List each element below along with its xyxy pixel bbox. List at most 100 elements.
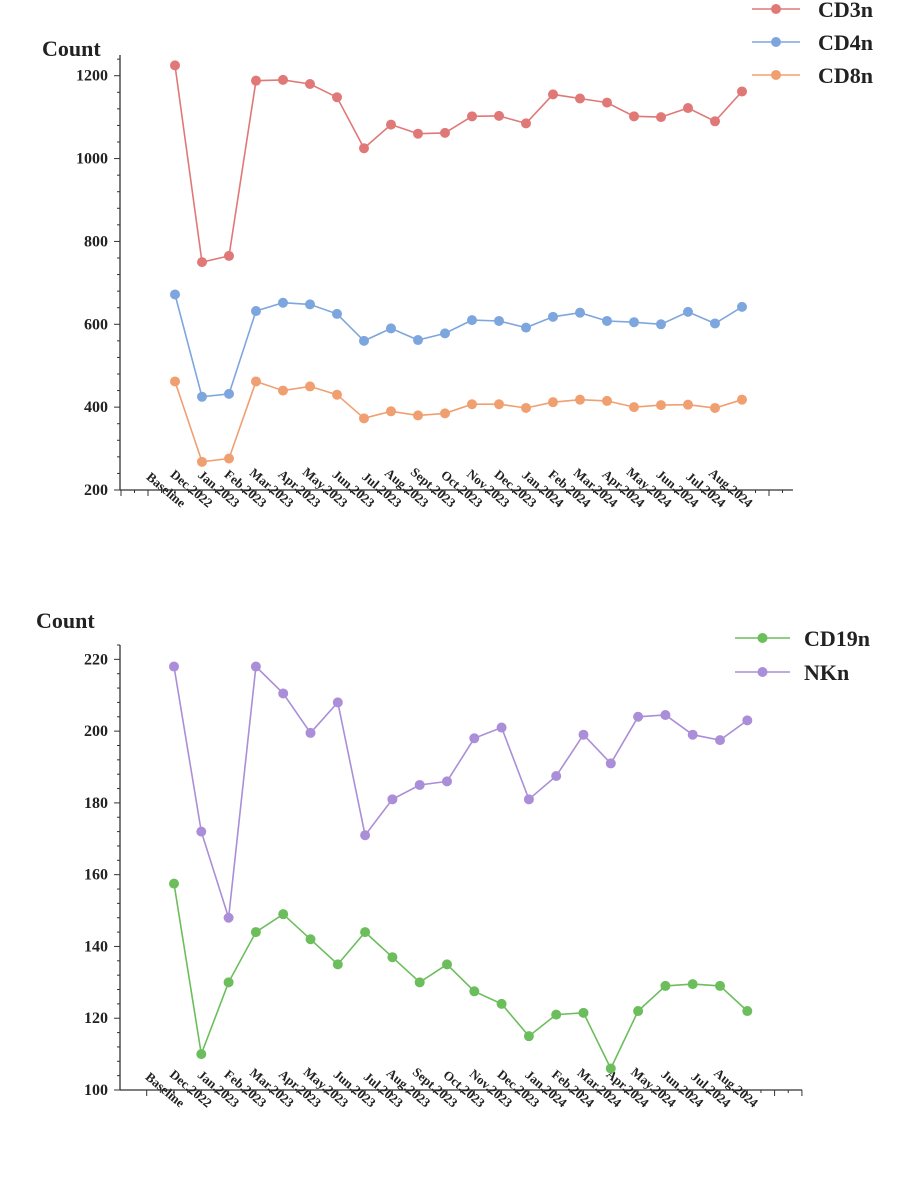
data-point-cd3n <box>548 89 558 100</box>
y-axis-title: Count <box>36 608 95 633</box>
data-point-nkn <box>578 729 589 740</box>
series-cd4n <box>170 289 747 402</box>
data-point-cd4n <box>575 307 585 318</box>
data-point-cd8n <box>710 402 720 413</box>
series-line-nkn <box>173 664 748 918</box>
data-point-cd8n <box>521 402 531 413</box>
legend-marker-cd19n <box>757 633 768 643</box>
data-point-cd8n <box>332 389 342 400</box>
data-point-cd4n <box>332 308 342 319</box>
data-point-cd19n <box>742 1006 753 1017</box>
legend-label-cd19n: CD19n <box>804 626 870 651</box>
y-tick-label: 220 <box>84 651 108 668</box>
data-point-cd8n <box>467 399 477 410</box>
data-point-cd3n <box>224 250 234 261</box>
data-point-cd8n <box>278 385 288 396</box>
y-tick-label: 1000 <box>76 151 108 168</box>
data-point-cd3n <box>413 128 423 139</box>
data-point-nkn <box>687 729 698 740</box>
series-cd19n <box>169 878 753 1074</box>
data-point-cd19n <box>250 927 261 938</box>
y-tick-label: 160 <box>84 867 108 884</box>
data-point-nkn <box>223 912 234 923</box>
series-cd8n <box>170 376 747 467</box>
data-point-cd4n <box>440 328 450 339</box>
series-nkn <box>169 661 753 923</box>
y-tick-label: 140 <box>84 938 108 955</box>
line-chart-t-cells: 20040060080010001200BaselineDec.2022Jan.… <box>42 0 873 511</box>
data-point-cd19n <box>305 934 316 945</box>
y-tick-label: 180 <box>84 795 108 812</box>
data-point-cd3n <box>305 79 315 89</box>
data-point-nkn <box>278 688 289 699</box>
legend-label-cd3n: CD3n <box>818 0 873 22</box>
data-point-cd3n <box>278 74 288 85</box>
data-point-cd19n <box>196 1049 207 1060</box>
data-point-nkn <box>551 770 562 781</box>
data-point-cd8n <box>251 376 261 387</box>
data-point-cd4n <box>548 311 558 322</box>
data-point-cd8n <box>629 402 639 413</box>
series-cd3n <box>170 60 747 268</box>
data-point-cd8n <box>224 453 234 464</box>
data-point-cd3n <box>737 86 747 97</box>
data-point-nkn <box>387 794 398 805</box>
series-line-cd8n <box>174 380 743 463</box>
data-point-cd8n <box>197 456 207 467</box>
data-point-cd4n <box>629 317 639 328</box>
data-point-cd3n <box>170 60 180 71</box>
data-point-cd3n <box>710 116 720 127</box>
data-point-cd4n <box>737 301 747 312</box>
data-point-cd19n <box>169 878 179 889</box>
data-point-nkn <box>360 830 371 841</box>
data-point-cd8n <box>575 394 585 405</box>
data-point-cd3n <box>386 119 396 130</box>
data-point-nkn <box>633 711 644 722</box>
data-point-cd19n <box>469 986 480 997</box>
data-point-cd3n <box>683 103 693 114</box>
data-point-cd4n <box>251 306 261 317</box>
data-point-cd4n <box>170 289 180 300</box>
y-axis-title: Count <box>42 36 101 61</box>
data-point-cd8n <box>305 381 315 392</box>
data-point-cd19n <box>387 952 398 963</box>
data-point-cd3n <box>332 92 342 103</box>
data-point-nkn <box>196 826 207 837</box>
legend-label-cd4n: CD4n <box>818 30 873 55</box>
data-point-cd8n <box>683 399 693 410</box>
data-point-cd3n <box>656 112 666 123</box>
y-tick-label: 800 <box>84 233 108 250</box>
data-point-cd19n <box>687 979 698 990</box>
line-chart-b-nk-cells: 100120140160180200220BaselineDec.2022Jan… <box>36 608 870 1111</box>
data-point-cd3n <box>359 143 369 154</box>
data-point-cd19n <box>332 959 343 970</box>
data-point-cd19n <box>223 977 234 988</box>
data-point-cd3n <box>602 97 612 108</box>
data-point-cd3n <box>197 257 207 268</box>
data-point-nkn <box>442 776 452 787</box>
series-line-cd19n <box>173 883 748 1071</box>
data-point-nkn <box>169 661 179 672</box>
data-point-cd4n <box>413 335 423 346</box>
y-tick-label: 200 <box>84 482 108 499</box>
data-point-cd3n <box>440 127 450 138</box>
data-point-cd3n <box>521 118 531 129</box>
legend-label-nkn: NKn <box>804 660 849 685</box>
data-point-cd4n <box>359 335 369 346</box>
data-point-cd19n <box>605 1063 616 1074</box>
y-tick-label: 600 <box>84 316 108 333</box>
data-point-cd3n <box>575 93 585 104</box>
data-point-cd3n <box>629 111 639 122</box>
data-point-cd4n <box>521 322 531 333</box>
data-point-nkn <box>660 709 671 720</box>
data-point-nkn <box>305 727 316 738</box>
legend-marker-cd3n <box>771 4 781 14</box>
data-point-cd8n <box>494 399 504 410</box>
data-point-nkn <box>332 697 343 708</box>
data-point-nkn <box>742 715 753 726</box>
data-point-cd19n <box>715 980 725 991</box>
legend-label-cd8n: CD8n <box>818 63 873 88</box>
data-point-cd19n <box>442 959 452 970</box>
y-tick-label: 100 <box>84 1082 108 1099</box>
y-tick-label: 120 <box>84 1010 108 1027</box>
